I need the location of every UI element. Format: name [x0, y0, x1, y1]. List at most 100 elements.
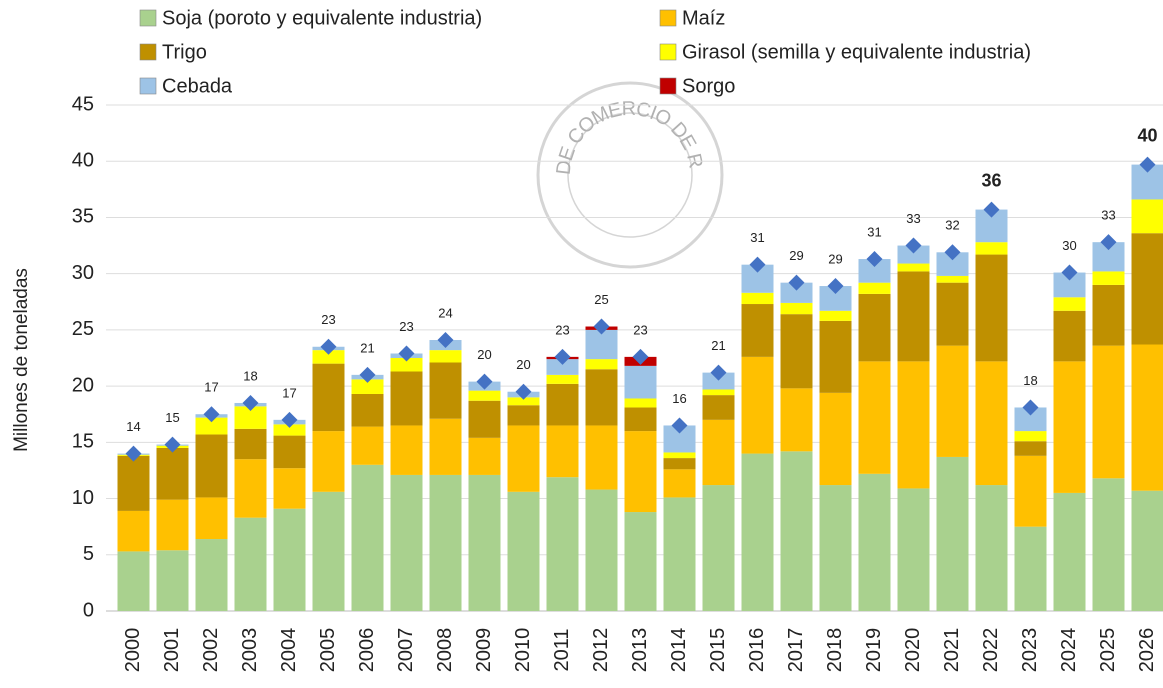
bar-segment	[390, 474, 423, 611]
total-label: 23	[633, 322, 647, 337]
bar-segment	[975, 254, 1008, 362]
x-tick-label: 2007	[395, 628, 417, 673]
bar-segment	[936, 282, 969, 346]
x-tick-label: 2013	[629, 628, 651, 673]
legend-label: Trigo	[162, 41, 207, 63]
bar-segment	[390, 425, 423, 475]
total-label: 25	[594, 292, 608, 307]
total-marker	[515, 383, 532, 400]
bar-segment	[741, 304, 774, 357]
bar-segment	[429, 418, 462, 475]
bar-segment	[507, 405, 540, 426]
x-tick-label: 2009	[473, 628, 495, 673]
bar-segment	[741, 356, 774, 454]
total-marker	[1022, 399, 1039, 416]
total-marker	[710, 364, 727, 381]
bar-segment	[507, 425, 540, 492]
bar-segment	[234, 459, 267, 518]
x-tick-label: 2019	[863, 628, 885, 673]
bar-segment	[780, 282, 813, 303]
bar-segment	[468, 400, 501, 438]
total-label: 33	[906, 211, 920, 226]
bar-segment	[624, 365, 657, 399]
bar-segment	[117, 551, 150, 611]
y-tick-label: 10	[72, 487, 94, 509]
watermark: BOLSA DE COMERCIO DE ROSARIO	[0, 0, 724, 269]
bar-segment	[273, 508, 306, 611]
bar-segment	[702, 389, 735, 396]
bar-segment	[1092, 284, 1125, 346]
total-label: 21	[711, 338, 725, 353]
bar-segment	[897, 361, 930, 489]
bar-segment	[1092, 271, 1125, 285]
bar-segment	[858, 259, 891, 283]
x-tick-label: 2008	[434, 628, 456, 673]
bar-segment	[234, 406, 267, 429]
x-tick-label: 2022	[980, 628, 1002, 673]
x-tick-label: 2004	[278, 628, 300, 673]
bar-segment	[390, 358, 423, 372]
total-marker	[749, 256, 766, 273]
bar-segment	[351, 379, 384, 394]
total-label: 14	[126, 419, 140, 434]
total-marker	[866, 251, 883, 268]
bar-segment	[1053, 361, 1086, 493]
watermark-ring	[536, 81, 724, 269]
bar-segment	[975, 485, 1008, 611]
y-tick-label: 35	[72, 206, 94, 228]
total-marker	[242, 394, 259, 411]
bar-segment	[1053, 310, 1086, 362]
y-tick-label: 15	[72, 431, 94, 453]
legend-swatch	[139, 43, 157, 61]
x-tick-label: 2016	[746, 628, 768, 673]
bar-segment	[156, 499, 189, 551]
total-label: 33	[1101, 208, 1115, 223]
total-label: 23	[555, 322, 569, 337]
x-tick-label: 2020	[902, 628, 924, 673]
bar-segment	[195, 539, 228, 611]
bar-segment	[546, 359, 579, 375]
bar-segment	[117, 510, 150, 552]
y-axis-title: Millones de toneladas	[11, 268, 32, 452]
bar-segment	[702, 419, 735, 486]
bar-segment	[156, 550, 189, 611]
total-marker	[671, 417, 688, 434]
x-tick-label: 2025	[1097, 628, 1119, 673]
bar-segment	[663, 469, 696, 498]
total-marker	[1139, 156, 1156, 173]
bar-segment	[195, 497, 228, 540]
total-marker	[359, 366, 376, 383]
bar-segment	[624, 512, 657, 611]
x-tick-label: 2024	[1058, 628, 1080, 673]
total-marker	[593, 318, 610, 335]
total-label: 31	[867, 224, 881, 239]
total-label: 21	[360, 340, 374, 355]
total-label: 24	[438, 305, 452, 320]
total-label: 23	[399, 319, 413, 334]
bar-segment	[780, 451, 813, 611]
bar-segment	[780, 302, 813, 315]
y-tick-label: 25	[72, 318, 94, 340]
bar-segment	[858, 293, 891, 362]
bar-segment	[273, 468, 306, 509]
legend-swatch	[659, 77, 677, 95]
bar-segment	[546, 374, 579, 384]
total-marker	[905, 237, 922, 254]
y-tick-label: 40	[72, 150, 94, 172]
bar-segment	[663, 452, 696, 459]
bar-segment	[1014, 526, 1047, 611]
bar-segment	[624, 407, 657, 432]
total-marker	[320, 338, 337, 355]
y-tick-label: 0	[83, 599, 94, 621]
bar-segment	[936, 252, 969, 276]
total-label: 29	[828, 251, 842, 266]
legend-swatch	[139, 9, 157, 27]
y-tick-label: 5	[83, 543, 94, 565]
y-tick-label: 20	[72, 374, 94, 396]
total-marker	[281, 411, 298, 428]
bar-segment	[156, 447, 189, 500]
y-tick-label: 45	[72, 93, 94, 115]
total-label: 30	[1062, 238, 1076, 253]
bar-segment	[1014, 441, 1047, 456]
